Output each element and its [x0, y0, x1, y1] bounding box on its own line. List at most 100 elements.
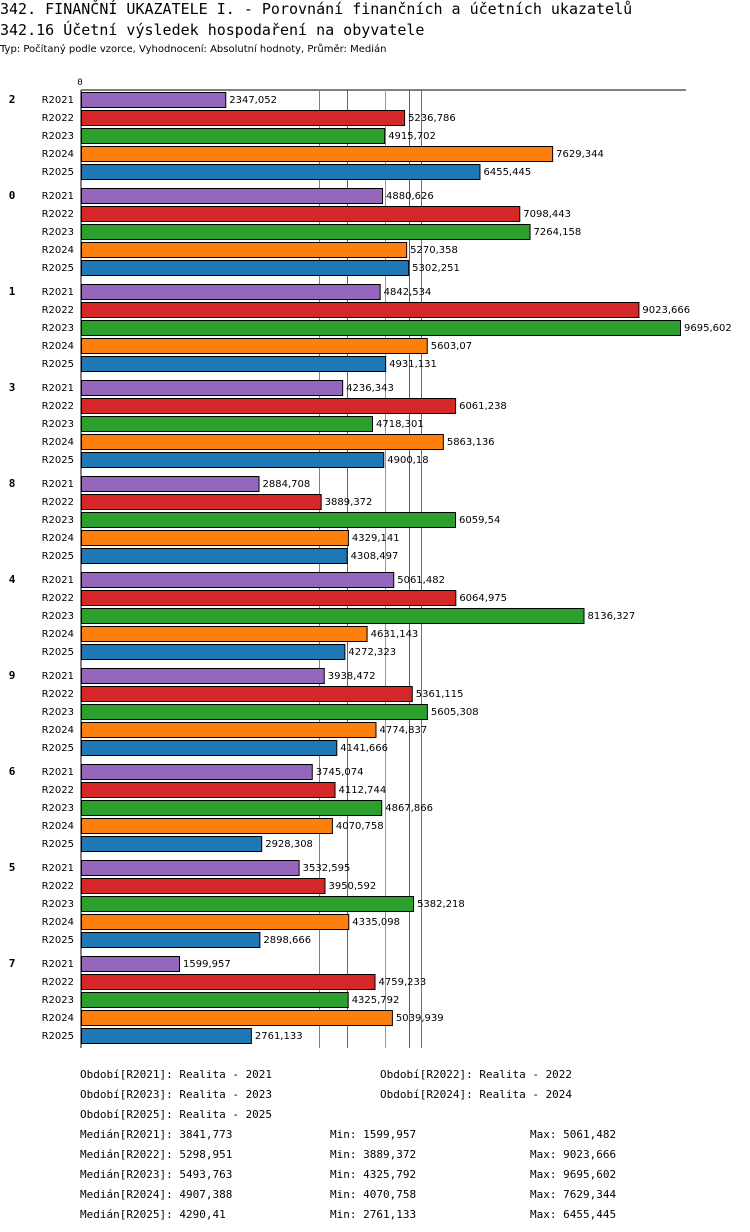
chart-subtitle: Typ: Počítaný podle vzorce, Vyhodnocení:… [0, 44, 387, 55]
bar-r2024 [81, 434, 444, 450]
series-label: R2024 [42, 437, 74, 448]
max-r2024: Max: 7629,344 [530, 1188, 617, 1201]
bar-r2024 [81, 338, 428, 354]
series-label: R2023 [42, 323, 74, 334]
min-r2022: Min: 3889,372 [330, 1148, 417, 1161]
value-label: 4325,792 [352, 995, 400, 1006]
bar-chart: 0 2 R2021 2347,052 R2022 5236,786 R2023 4915,70… [9, 78, 732, 1048]
bar-r2023 [81, 128, 386, 144]
series-label: R2024 [42, 245, 74, 256]
series-label: R2023 [42, 227, 74, 238]
value-label: 4335,098 [352, 917, 400, 928]
series-label: R2021 [42, 479, 74, 490]
series-label: R2022 [42, 785, 74, 796]
series-label: R2024 [42, 1013, 74, 1024]
max-r2023: Max: 9695,602 [530, 1168, 617, 1181]
value-label: 2898,666 [263, 935, 311, 946]
series-label: R2021 [42, 191, 74, 202]
value-label: 4272,323 [348, 647, 396, 658]
bar-r2023 [81, 992, 349, 1008]
bar-r2022 [81, 878, 326, 894]
median-r2021: Medián[R2021]: 3841,773 [80, 1128, 233, 1141]
value-label: 5302,251 [412, 263, 460, 274]
series-label: R2021 [42, 575, 74, 586]
bar-r2024 [81, 818, 333, 834]
bar-r2024 [81, 914, 350, 930]
bar-r2022 [81, 782, 336, 798]
series-label: R2021 [42, 767, 74, 778]
series-label: R2024 [42, 533, 74, 544]
value-label: 4880,626 [386, 191, 434, 202]
bar-r2023 [81, 608, 585, 624]
series-label: R2024 [42, 341, 74, 352]
series-label: R2023 [42, 995, 74, 1006]
bar-r2022 [81, 974, 376, 990]
legend-period-r2021: Období[R2021]: Realita - 2021 [80, 1068, 273, 1081]
bar-r2022 [81, 110, 406, 126]
series-label: R2021 [42, 863, 74, 874]
value-label: 4631,143 [371, 629, 419, 640]
value-label: 4931,131 [389, 359, 437, 370]
series-label: R2025 [42, 359, 74, 370]
bar-r2021 [81, 380, 344, 396]
chart-title: 342.16 Účetní výsledek hospodaření na ob… [0, 21, 425, 39]
median-r2024: Medián[R2024]: 4907,388 [80, 1188, 233, 1201]
bar-r2021 [81, 764, 313, 780]
value-label: 6455,445 [483, 167, 531, 178]
bar-r2023 [81, 320, 681, 336]
series-label: R2024 [42, 821, 74, 832]
bar-r2024 [81, 1010, 393, 1026]
value-label: 8136,327 [588, 611, 636, 622]
series-label: R2022 [42, 401, 74, 412]
series-label: R2025 [42, 839, 74, 850]
series-label: R2022 [42, 305, 74, 316]
value-label: 4842,534 [384, 287, 432, 298]
value-label: 3950,592 [328, 881, 376, 892]
value-label: 4329,141 [352, 533, 400, 544]
series-label: R2022 [42, 497, 74, 508]
bar-r2023 [81, 704, 428, 720]
series-label: R2022 [42, 881, 74, 892]
bar-r2021 [81, 668, 325, 684]
value-label: 5039,939 [396, 1013, 444, 1024]
value-label: 9695,602 [684, 323, 732, 334]
max-r2021: Max: 5061,482 [530, 1128, 617, 1141]
bar-r2021 [81, 572, 395, 588]
legend: Období[R2021]: Realita - 2021 Období[R20… [0, 1064, 750, 1232]
series-label: R2023 [42, 611, 74, 622]
bar-r2024 [81, 242, 408, 258]
series-label: R2025 [42, 647, 74, 658]
series-label: R2023 [42, 131, 74, 142]
value-label: 4236,343 [346, 383, 394, 394]
value-label: 2884,708 [263, 479, 311, 490]
series-label: R2022 [42, 209, 74, 220]
bar-r2021 [81, 188, 384, 204]
value-label: 5361,115 [416, 689, 464, 700]
bar-r2023 [81, 416, 373, 432]
bar-r2024 [81, 530, 349, 546]
value-label: 7629,344 [556, 149, 604, 160]
bar-r2023 [81, 512, 456, 528]
legend-period-r2025: Období[R2025]: Realita - 2025 [80, 1108, 273, 1121]
bar-r2022 [81, 590, 457, 606]
value-label: 1599,957 [183, 959, 231, 970]
legend-period-r2024: Období[R2024]: Realita - 2024 [380, 1088, 573, 1101]
series-label: R2021 [42, 671, 74, 682]
group-label: 0 [9, 189, 16, 202]
legend-period-r2022: Období[R2022]: Realita - 2022 [380, 1068, 573, 1081]
value-label: 5382,218 [417, 899, 465, 910]
bar-r2022 [81, 494, 322, 510]
value-label: 5603,07 [431, 341, 472, 352]
axis-zero-label: 0 [77, 78, 82, 88]
value-label: 3938,472 [328, 671, 376, 682]
bar-r2021 [81, 476, 260, 492]
page-title: 342. FINANČNÍ UKAZATELE I. - Porovnání f… [0, 0, 633, 18]
group-label: 1 [9, 285, 16, 298]
value-label: 3745,074 [316, 767, 364, 778]
series-label: R2025 [42, 455, 74, 466]
series-label: R2022 [42, 593, 74, 604]
bar-r2024 [81, 146, 554, 162]
max-r2022: Max: 9023,666 [530, 1148, 617, 1161]
min-r2025: Min: 2761,133 [330, 1208, 417, 1221]
bar-r2022 [81, 206, 521, 222]
